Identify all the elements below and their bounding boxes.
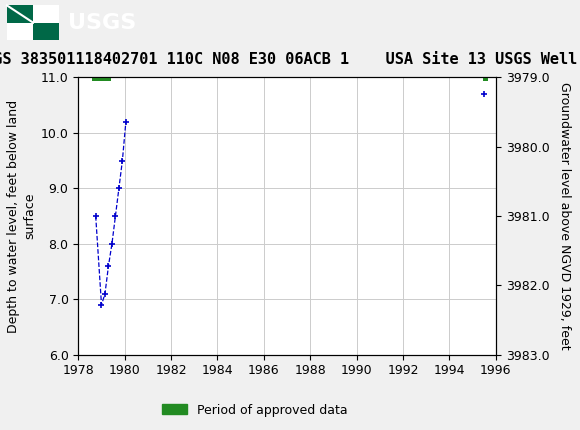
Bar [7, 6, 33, 22]
Y-axis label: Groundwater level above NGVD 1929, feet: Groundwater level above NGVD 1929, feet [558, 82, 571, 350]
Bar [92, 74, 111, 81]
Text: USGS: USGS [68, 12, 136, 33]
Y-axis label: Depth to water level, feet below land
surface: Depth to water level, feet below land su… [6, 99, 37, 333]
Legend: Period of approved data: Period of approved data [157, 399, 353, 421]
Bar [483, 74, 488, 81]
Text: USGS 383501118402701 110C N08 E30 06ACB 1    USA Site 13 USGS Well 44: USGS 383501118402701 110C N08 E30 06ACB … [0, 52, 580, 67]
Bar [33, 22, 59, 40]
FancyBboxPatch shape [7, 6, 59, 40]
